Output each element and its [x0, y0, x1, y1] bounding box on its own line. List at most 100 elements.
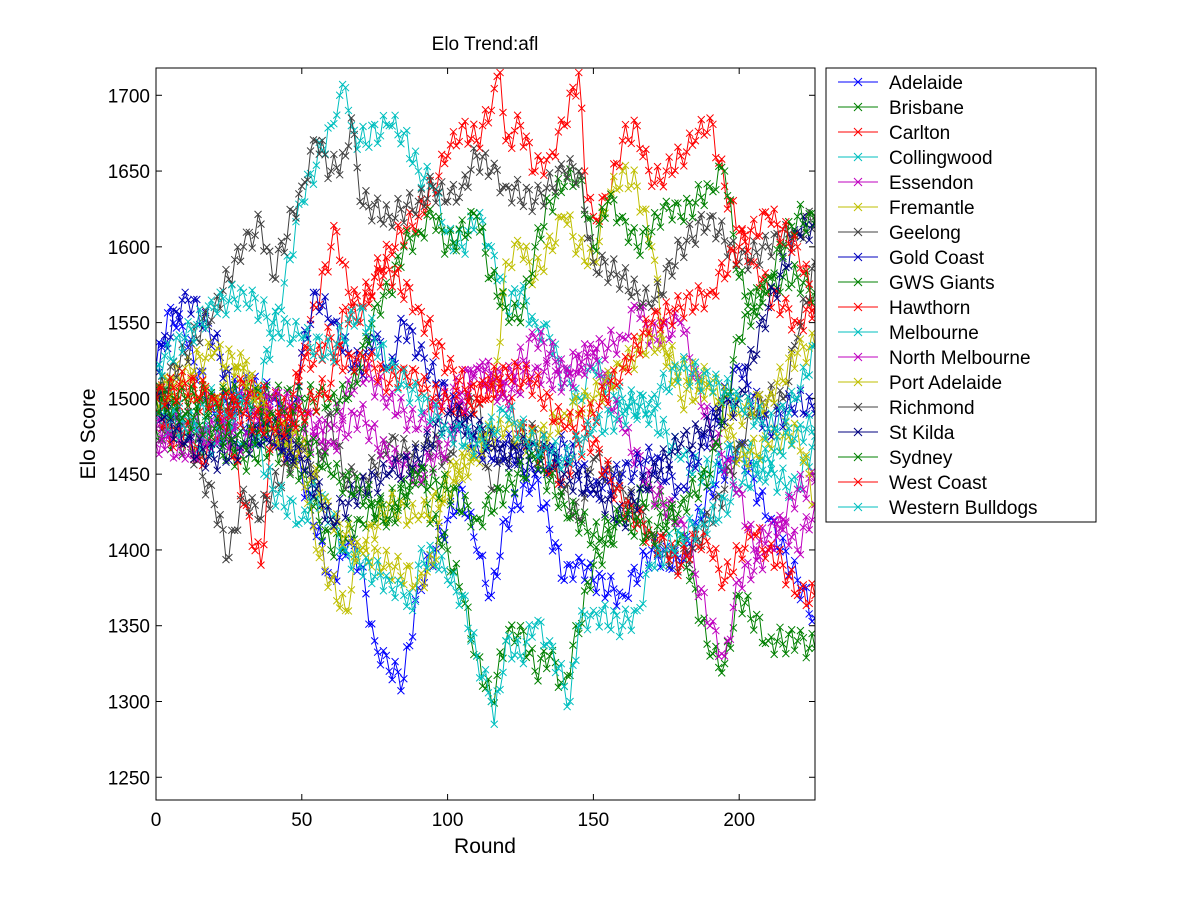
data-point-marker	[665, 307, 674, 316]
data-point-marker	[811, 477, 815, 486]
data-point-marker	[382, 388, 391, 396]
data-point-marker	[531, 242, 539, 251]
data-point-marker	[548, 642, 557, 651]
data-point-marker	[365, 620, 373, 629]
data-point-marker	[373, 254, 382, 262]
data-point-marker	[665, 153, 674, 161]
legend-swatch-marker	[853, 402, 863, 412]
data-point-marker	[592, 247, 601, 255]
data-point-marker	[612, 602, 621, 610]
data-point-marker	[184, 317, 192, 326]
data-point-marker	[668, 565, 676, 574]
data-point-marker	[277, 306, 286, 315]
data-point-marker	[388, 675, 397, 684]
data-point-marker	[545, 392, 554, 401]
data-point-marker	[609, 196, 618, 204]
data-point-marker	[280, 248, 289, 257]
data-point-marker	[507, 505, 516, 514]
data-point-marker	[391, 518, 399, 527]
data-point-marker	[574, 436, 583, 444]
data-point-marker	[432, 351, 440, 360]
data-point-marker	[758, 298, 767, 307]
data-point-marker	[434, 188, 443, 196]
data-point-marker	[647, 546, 656, 554]
data-point-marker	[156, 409, 163, 418]
data-point-marker	[475, 400, 484, 408]
data-point-marker	[531, 197, 539, 206]
data-point-marker	[592, 377, 601, 386]
data-point-marker	[793, 424, 802, 433]
data-point-marker	[706, 114, 714, 122]
data-point-marker	[332, 517, 341, 526]
data-point-marker	[665, 335, 674, 344]
data-point-marker	[784, 262, 793, 270]
data-point-marker	[265, 355, 274, 364]
data-point-marker	[233, 526, 242, 534]
data-point-marker	[563, 671, 571, 680]
data-point-marker	[642, 284, 650, 292]
data-point-marker	[388, 461, 397, 470]
data-point-marker	[639, 205, 647, 214]
data-point-marker	[615, 482, 624, 490]
data-point-marker	[685, 289, 694, 297]
data-point-marker	[539, 222, 548, 231]
data-point-marker	[531, 379, 539, 388]
data-point-marker	[767, 220, 776, 228]
data-point-marker	[528, 391, 537, 400]
legend: AdelaideBrisbaneCarltonCollingwoodEssend…	[825, 67, 1097, 523]
data-point-marker	[309, 135, 318, 144]
data-point-marker	[758, 466, 767, 475]
data-point-marker	[598, 535, 606, 543]
data-point-marker	[752, 531, 761, 540]
data-point-marker	[303, 323, 312, 332]
data-point-marker	[691, 396, 700, 404]
data-point-marker	[309, 359, 318, 368]
data-point-marker	[467, 637, 475, 645]
data-point-marker	[539, 421, 548, 430]
data-point-marker	[426, 314, 434, 323]
data-point-marker	[484, 118, 493, 127]
data-point-marker	[633, 446, 641, 455]
data-point-marker	[668, 544, 676, 552]
data-point-marker	[668, 447, 676, 456]
data-point-marker	[642, 205, 650, 214]
data-point-marker	[712, 412, 720, 421]
data-point-marker	[531, 621, 539, 630]
data-point-marker	[674, 199, 682, 207]
data-point-marker	[432, 555, 440, 564]
data-point-marker	[510, 299, 519, 308]
data-point-marker	[621, 217, 630, 226]
data-point-marker	[784, 229, 793, 238]
data-point-marker	[539, 641, 548, 650]
data-point-marker	[187, 382, 195, 391]
data-point-marker	[595, 402, 604, 410]
data-point-marker	[612, 611, 621, 620]
data-point-marker	[624, 332, 633, 341]
data-point-marker	[569, 497, 577, 506]
data-point-marker	[440, 421, 449, 429]
data-point-marker	[353, 291, 362, 300]
data-point-marker	[706, 621, 714, 630]
data-point-marker	[656, 549, 665, 558]
data-point-marker	[216, 340, 225, 349]
data-point-marker	[405, 234, 414, 242]
data-point-marker	[434, 504, 443, 513]
data-point-marker	[758, 242, 767, 251]
series-melbourne	[156, 390, 815, 729]
data-point-marker	[353, 472, 362, 481]
data-point-marker	[251, 546, 259, 555]
data-point-marker	[426, 172, 434, 181]
data-point-marker	[437, 543, 446, 551]
data-point-marker	[408, 159, 417, 168]
data-point-marker	[735, 333, 744, 342]
data-point-marker	[432, 379, 440, 388]
data-point-marker	[423, 567, 432, 576]
data-point-marker	[268, 409, 277, 418]
data-point-marker	[490, 251, 499, 260]
legend-item-essendon: Essendon	[838, 173, 974, 194]
data-point-marker	[318, 544, 327, 553]
data-point-marker	[402, 278, 411, 287]
data-point-marker	[295, 436, 303, 445]
data-point-marker	[385, 667, 394, 676]
data-point-marker	[213, 309, 222, 318]
